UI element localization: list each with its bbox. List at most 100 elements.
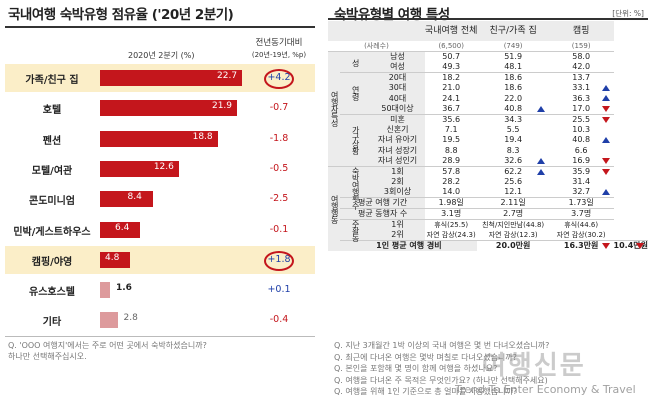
value-cell: 32.7: [549, 187, 614, 198]
down-arrow-icon: [601, 243, 610, 250]
value-cell: 40.8: [549, 135, 614, 145]
case-count-row: (사례수) (6,500) (749) (159): [328, 41, 648, 52]
survey-question: Q. 'OOO 여행지'에서는 주로 어떤 곳에서 숙박하셨습니까?: [8, 341, 207, 350]
value-cell: 13.7: [548, 72, 614, 83]
value-cell: 31.4: [572, 177, 591, 187]
up-arrow-icon: [601, 95, 610, 102]
case-label: (사례수): [364, 42, 389, 50]
row-label: 여성: [370, 62, 425, 73]
value-cell: 5.5: [506, 124, 520, 134]
right-title: 숙박유형별 여행 특성: [334, 7, 450, 23]
chart-column-header: 2020년 2분기 (%): [128, 51, 195, 60]
bar: [100, 160, 179, 177]
characteristics-table: 국내여행 전체 친구/가족 집 캠핑 (사례수) (6,500) (749) (159) 여행…: [328, 21, 648, 252]
right-panel: 숙박유형별 여행 특성 [단위: %] 국내여행 전체 친구/가족 집 캠핑 (사례수…: [326, 0, 650, 403]
table-row: 신혼기 7.1 5.5 10.3: [328, 124, 648, 136]
bar-value-label: 18.8: [192, 131, 213, 142]
value-cell: 6.6: [574, 145, 588, 155]
bar-value-label: 8.4: [127, 192, 142, 203]
bar: [100, 130, 218, 147]
subgroup-label: 가구상황: [340, 113, 371, 167]
down-arrow-icon: [636, 243, 644, 250]
value-cell: 자연 감상(24.3): [426, 231, 476, 240]
subgroup-label: 연령: [340, 72, 371, 115]
up-arrow-icon: [536, 105, 545, 112]
left-title: 국내여행 숙박유형 점유율 ('20년 2분기): [8, 7, 234, 23]
divider: [5, 336, 315, 337]
group-label: 여행행동: [328, 165, 341, 252]
category-label: 콘도미니엄: [29, 196, 75, 208]
watermark-tagline: Trend To Enter Economy & Travel: [455, 383, 636, 396]
table-row: 여행자특성 성 남성 50.7 51.9 58.0: [328, 51, 648, 167]
table-row: 30대 21.0 18.6 33.1: [328, 83, 648, 94]
yoy-change-value: -0.7: [269, 102, 289, 114]
survey-question-note: 하나만 선택해주십시오.: [8, 352, 87, 361]
activity-row: 주활동 1위 휴식(25.5) 친척/지인만남(44.8) 휴식(44.6): [328, 219, 648, 241]
bar: [100, 312, 118, 329]
row-label: 미혼: [370, 113, 425, 125]
value-cell: 10.4만원: [613, 240, 648, 252]
subgroup-label: 숙박여행횟수: [340, 165, 371, 209]
table-row: 3회이상 14.0 12.1 32.7: [328, 187, 648, 198]
value-cell: 8.8: [444, 145, 458, 155]
value-cell: 28.2: [442, 177, 461, 187]
bar-value-label: 22.7: [217, 71, 238, 81]
watermark-logo: 여행신문: [482, 351, 586, 381]
category-label: 기타: [42, 317, 62, 329]
up-arrow-icon: [536, 157, 545, 164]
row-label: 1회: [370, 165, 425, 177]
survey-question: Q. 여행을 다녀온 주 목적은 무엇인가요? (하나만 선택해주세요): [334, 375, 548, 385]
bar-value-label: 12.6: [153, 161, 174, 172]
unit-label: [단위: %]: [612, 9, 644, 18]
table-row: 자녀 성장기 8.8 8.3 6.6: [328, 145, 648, 156]
row-label: 신혼기: [370, 124, 425, 136]
value-cell: 22.0: [504, 93, 523, 103]
value-cell: 16.9: [549, 156, 614, 167]
value-cell: 3.7명: [548, 208, 614, 220]
case-count: (6,500): [438, 42, 464, 50]
value-cell: 친척/지인만남(44.8): [477, 219, 549, 231]
yoy-change-value: -0.4: [269, 314, 289, 326]
value-cell: 51.9: [477, 51, 549, 62]
value-cell: 16.3만원: [548, 240, 614, 252]
header-cell: [328, 21, 425, 41]
value-cell: 20.0만원: [477, 240, 549, 252]
value-cell: 33.1: [549, 83, 614, 93]
row-label: 50대이상: [370, 103, 425, 115]
category-label: 가족/친구 집: [25, 75, 79, 86]
row-label: 자녀 성장기: [370, 145, 425, 156]
table-header-row: 국내여행 전체 친구/가족 집 캠핑: [328, 21, 648, 41]
row-label: 자녀 유아기: [370, 135, 425, 146]
column-header: 국내여행 전체: [424, 21, 478, 41]
table-row: 40대 24.1 22.0 36.3: [328, 93, 648, 104]
category-label: 펜션: [42, 135, 62, 147]
table-row: 여성 49.3 48.1 42.0: [328, 62, 648, 73]
left-panel: 국내여행 숙박유형 점유율 ('20년 2분기) 2020년 2분기 (%) 전…: [0, 0, 320, 403]
bar-value-label: 6.4: [115, 222, 130, 233]
value-cell: 24.1: [442, 93, 461, 103]
case-count: (749): [503, 42, 523, 50]
bar-value-label: 4.8: [105, 252, 120, 263]
value-cell: 자연 감상(30.2): [556, 231, 606, 240]
value-cell: 8.3: [506, 145, 520, 155]
value-cell: 40.8: [477, 104, 548, 115]
down-arrow-icon: [601, 168, 610, 175]
category-label: 캠핑/야영: [31, 256, 73, 268]
up-arrow-icon: [601, 137, 610, 144]
value-cell: 10.3: [572, 124, 591, 134]
up-arrow-icon: [536, 168, 545, 175]
value-cell: 25.6: [504, 177, 523, 187]
value-cell: 3.1명: [424, 208, 478, 220]
value-cell: 2.11일: [477, 197, 549, 209]
value-cell: 17.0: [549, 104, 614, 115]
survey-question: Q. 최근에 다녀온 여행은 몇박 며칠로 다녀오셨습니까?: [334, 352, 517, 362]
value-cell: 35.9: [548, 165, 614, 177]
row-label: 2위: [370, 230, 425, 241]
value-cell: 14.0: [442, 187, 461, 197]
row-label: 1위: [370, 219, 425, 231]
yoy-change-value: -1.8: [269, 132, 289, 144]
yoy-change-value: -0.1: [269, 223, 289, 235]
row-label: 1인 평균 여행 경비: [340, 240, 478, 252]
summary-row: 평균 동행자 수 3.1명 2.7명 3.7명: [328, 208, 648, 220]
table-row: 자녀 유아기 19.5 19.4 40.8: [328, 135, 648, 146]
